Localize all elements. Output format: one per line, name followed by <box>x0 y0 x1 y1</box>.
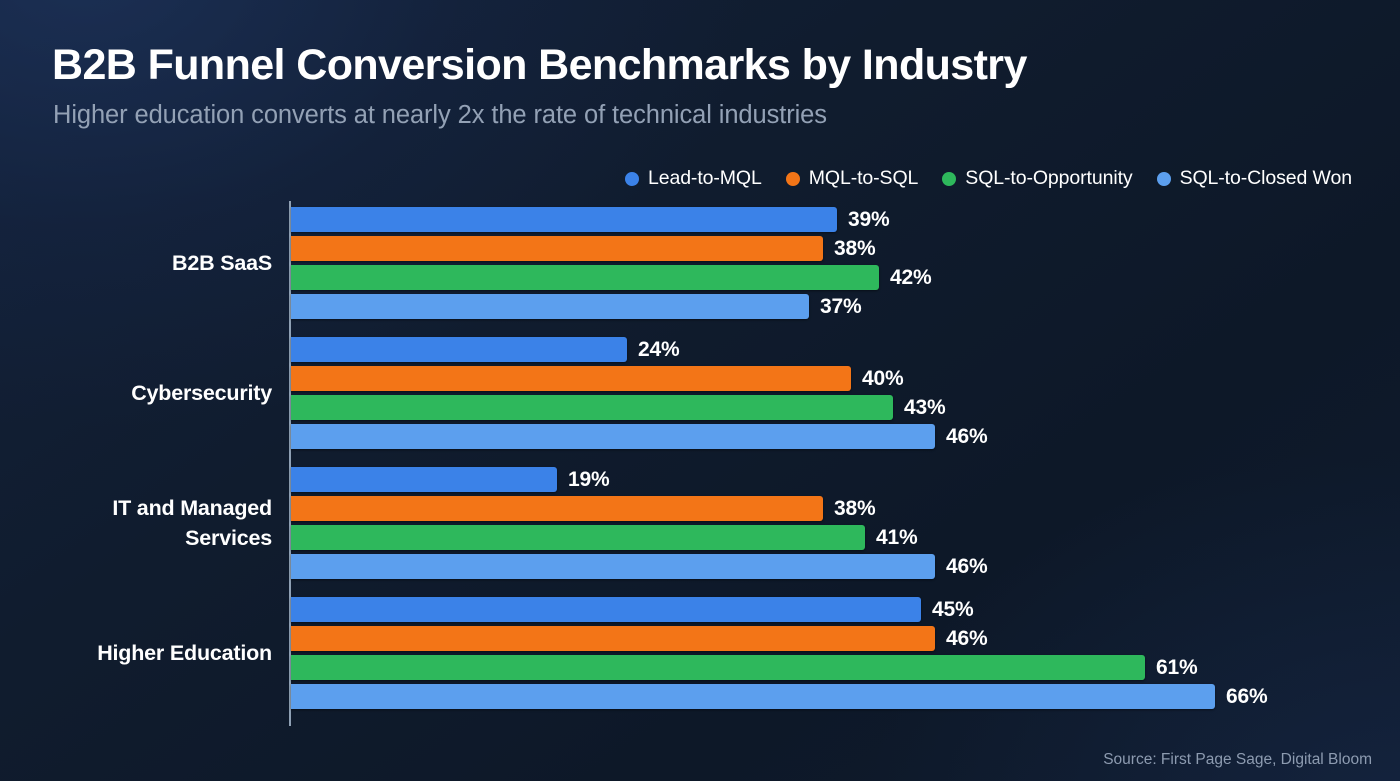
legend-swatch-icon <box>785 171 800 186</box>
bar-value-label: 46% <box>946 626 988 650</box>
bar-row[interactable]: 46% <box>291 554 988 579</box>
category-label: B2B SaaS <box>0 248 272 278</box>
bar-group: IT and Managed Services 19% 38% 41% 46% <box>0 467 1400 579</box>
bar-value-label: 38% <box>834 496 876 520</box>
bar[interactable] <box>291 467 557 492</box>
bar-group: Higher Education 45% 46% 61% 66% <box>0 597 1400 709</box>
page-title: B2B Funnel Conversion Benchmarks by Indu… <box>52 41 1027 89</box>
bar[interactable] <box>291 366 851 391</box>
bar-row[interactable]: 37% <box>291 294 862 319</box>
bar[interactable] <box>291 294 809 319</box>
bar-row[interactable]: 40% <box>291 366 904 391</box>
bar-row[interactable]: 66% <box>291 684 1268 709</box>
legend-label: SQL-to-Opportunity <box>965 167 1133 189</box>
bar[interactable] <box>291 424 935 449</box>
page-subtitle: Higher education converts at nearly 2x t… <box>53 101 827 129</box>
bar[interactable] <box>291 337 627 362</box>
legend-item-1[interactable]: MQL-to-SQL <box>785 167 919 190</box>
bar-value-label: 38% <box>834 236 876 260</box>
bar[interactable] <box>291 655 1145 680</box>
bar-row[interactable]: 38% <box>291 496 876 521</box>
category-label-line: Services <box>185 526 272 550</box>
legend-item-2[interactable]: SQL-to-Opportunity <box>942 167 1133 190</box>
bar-value-label: 45% <box>932 597 974 621</box>
bar[interactable] <box>291 597 921 622</box>
legend-item-3[interactable]: SQL-to-Closed Won <box>1156 167 1353 190</box>
bar-row[interactable]: 39% <box>291 207 890 232</box>
bar-value-label: 43% <box>904 395 946 419</box>
category-label: Cybersecurity <box>0 378 272 408</box>
bar-value-label: 41% <box>876 525 918 549</box>
bar-value-label: 24% <box>638 337 680 361</box>
category-label-line: Higher Education <box>97 641 272 665</box>
chart-legend: Lead-to-MQL MQL-to-SQL SQL-to-Opportunity S… <box>0 167 1352 190</box>
bar-value-label: 37% <box>820 294 862 318</box>
bar-group: Cybersecurity 24% 40% 43% 46% <box>0 337 1400 449</box>
category-label-line: Cybersecurity <box>131 381 272 405</box>
bar-row[interactable]: 24% <box>291 337 680 362</box>
legend-item-0[interactable]: Lead-to-MQL <box>624 167 762 190</box>
bar[interactable] <box>291 395 893 420</box>
bar[interactable] <box>291 626 935 651</box>
bar-value-label: 42% <box>890 265 932 289</box>
bar-value-label: 19% <box>568 467 610 491</box>
bar[interactable] <box>291 525 865 550</box>
y-axis-line <box>289 201 291 726</box>
bar-value-label: 66% <box>1226 684 1268 708</box>
bar-row[interactable]: 41% <box>291 525 918 550</box>
bar-chart-plot: B2B SaaS 39% 38% 42% 37% Cybersecurity 24% 40% 4… <box>0 200 1400 730</box>
bar[interactable] <box>291 554 935 579</box>
legend-label: Lead-to-MQL <box>647 167 762 189</box>
bar-value-label: 61% <box>1156 655 1198 679</box>
bar[interactable] <box>291 684 1215 709</box>
bar[interactable] <box>291 207 837 232</box>
bar-value-label: 46% <box>946 554 988 578</box>
bar-row[interactable]: 38% <box>291 236 876 261</box>
legend-swatch-icon <box>624 171 639 186</box>
bar-row[interactable]: 61% <box>291 655 1198 680</box>
bar-row[interactable]: 19% <box>291 467 610 492</box>
category-label-line: IT and Managed <box>112 496 272 520</box>
bar-group: B2B SaaS 39% 38% 42% 37% <box>0 207 1400 319</box>
bar-value-label: 39% <box>848 207 890 231</box>
bar[interactable] <box>291 496 823 521</box>
bar-row[interactable]: 45% <box>291 597 974 622</box>
legend-swatch-icon <box>1156 171 1171 186</box>
bar[interactable] <box>291 236 823 261</box>
bar-row[interactable]: 42% <box>291 265 932 290</box>
bar-value-label: 40% <box>862 366 904 390</box>
bar-row[interactable]: 46% <box>291 626 988 651</box>
bar[interactable] <box>291 265 879 290</box>
category-label-line: B2B SaaS <box>172 251 272 275</box>
bar-row[interactable]: 43% <box>291 395 946 420</box>
bar-row[interactable]: 46% <box>291 424 988 449</box>
legend-label: SQL-to-Closed Won <box>1179 167 1353 189</box>
category-label: IT and Managed Services <box>0 493 272 553</box>
source-note: Source: First Page Sage, Digital Bloom <box>1103 751 1372 768</box>
legend-label: MQL-to-SQL <box>808 167 919 189</box>
legend-swatch-icon <box>942 171 957 186</box>
category-label: Higher Education <box>0 638 272 668</box>
bar-value-label: 46% <box>946 424 988 448</box>
